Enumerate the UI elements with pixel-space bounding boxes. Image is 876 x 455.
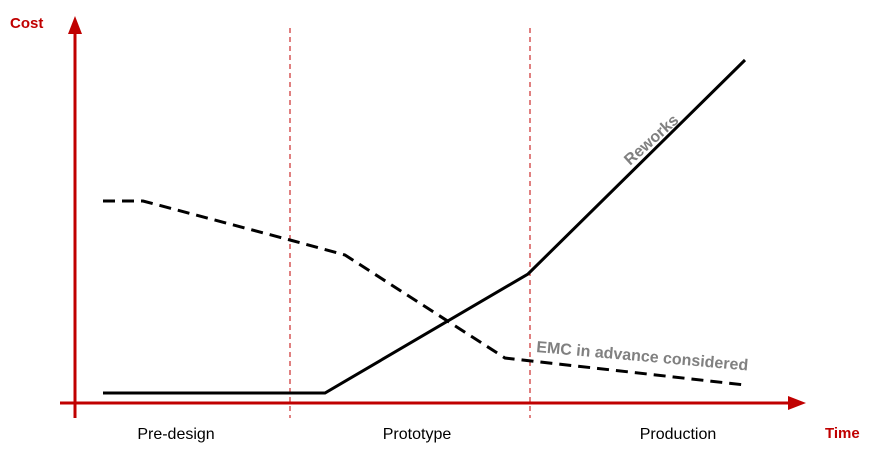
phase-label: Pre-design (137, 426, 214, 443)
reworks-label: Reworks (621, 112, 682, 169)
phase-label: Prototype (383, 426, 452, 443)
emc-label: EMC in advance considered (536, 339, 749, 374)
emc-curve (103, 199, 746, 387)
x-axis-arrow (788, 396, 806, 410)
x-axis-label: Time (825, 425, 860, 442)
reworks-curve (103, 58, 747, 395)
y-axis-arrow (68, 16, 82, 34)
y-axis-label: Cost (10, 15, 43, 32)
phase-label: Production (640, 426, 717, 443)
